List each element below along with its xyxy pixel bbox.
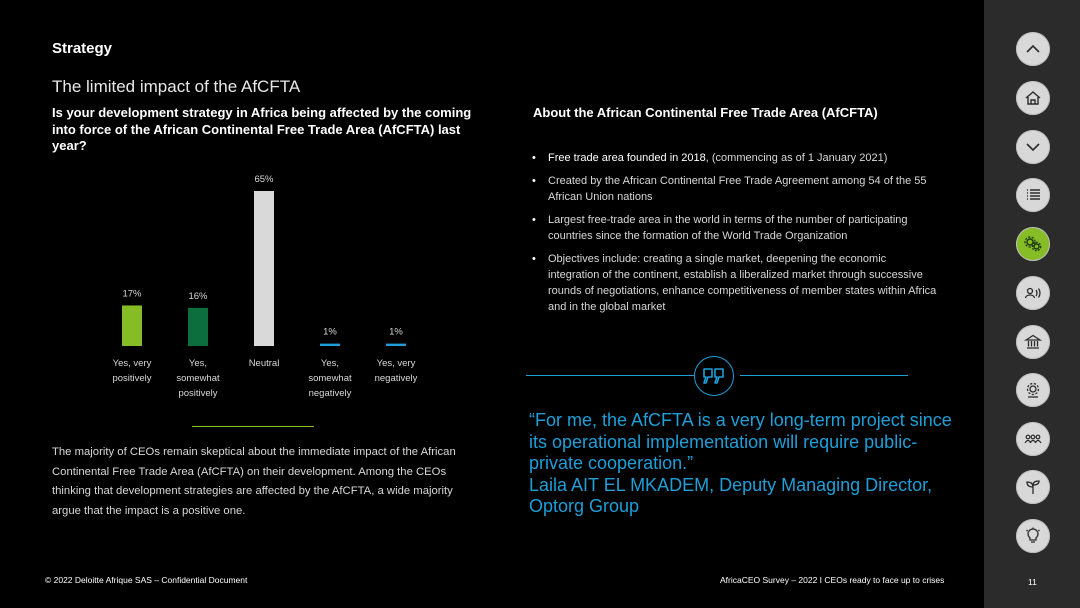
bar-0 [122, 305, 142, 346]
quote-divider-left [526, 375, 694, 376]
quote-block: “For me, the AfCFTA is a very long-term … [529, 410, 959, 518]
people-speaking-icon[interactable] [1016, 276, 1050, 310]
data-label-0: 17% [122, 288, 142, 299]
green-divider [192, 426, 314, 427]
page-number: 11 [1028, 577, 1037, 587]
section-title: Strategy [52, 40, 113, 57]
bullet-emphasis: Free trade area founded in 2018 [548, 152, 706, 164]
bar-4 [386, 343, 406, 346]
plant-icon[interactable] [1016, 470, 1050, 504]
page-subtitle: The limited impact of the AfCFTA [52, 77, 301, 96]
quote-marks-icon [694, 356, 734, 396]
data-label-2: 65% [254, 174, 274, 185]
category-label-0: Yes, very positively [112, 358, 151, 384]
quote-divider-right [740, 375, 908, 376]
footer-survey-title: AfricaCEO Survey – 2022 I CEOs ready to … [720, 575, 945, 585]
bullet-item: Largest free-trade area in the world in … [530, 212, 940, 244]
bar-3 [320, 343, 340, 346]
bullet-item: Objectives include: creating a single ma… [530, 251, 940, 315]
bank-icon[interactable] [1016, 325, 1050, 359]
data-label-1: 16% [188, 291, 208, 302]
quote-text: “For me, the AfCFTA is a very long-term … [529, 410, 952, 473]
category-label-3: Yes, somewhat negatively [308, 358, 352, 399]
category-label-4: Yes, very negatively [375, 358, 418, 384]
summary-paragraph: The majority of CEOs remain skeptical ab… [52, 446, 456, 517]
people-group-icon[interactable] [1016, 422, 1050, 456]
home-icon[interactable] [1016, 81, 1050, 115]
about-title: About the African Continental Free Trade… [533, 105, 878, 120]
main-panel: Strategy The limited impact of the AfCFT… [0, 0, 984, 608]
quote-attribution: Laila AIT EL MKADEM, Deputy Managing Dir… [529, 474, 933, 517]
category-label-2: Neutral [249, 358, 280, 369]
footer-copyright: © 2022 Deloitte Afrique SAS – Confidenti… [45, 575, 248, 585]
data-label-4: 1% [389, 327, 403, 338]
bullet-rest: , (commencing as of 1 January 2021) [705, 152, 888, 164]
category-label-1: Yes, somewhat positively [176, 358, 220, 399]
survey-question: Is your development strategy in Africa b… [52, 105, 472, 153]
about-bullets: Free trade area founded in 2018, (commen… [530, 150, 940, 322]
bar-2 [254, 191, 274, 346]
bar-chart: 17% Yes, very positively 16% Yes, somewhat pos… [112, 174, 418, 399]
bullet-item: Free trade area founded in 2018, (commen… [530, 150, 940, 166]
settings-gear-icon[interactable] [1016, 373, 1050, 407]
data-label-3: 1% [323, 327, 337, 338]
lightbulb-icon[interactable] [1016, 519, 1050, 553]
bar-1 [188, 307, 208, 346]
gears-icon[interactable] [1016, 227, 1050, 261]
chevron-down-icon[interactable] [1016, 130, 1050, 164]
chevron-up-icon[interactable] [1016, 32, 1050, 66]
list-icon[interactable] [1016, 178, 1050, 212]
bullet-item: Created by the African Continental Free … [530, 173, 940, 205]
